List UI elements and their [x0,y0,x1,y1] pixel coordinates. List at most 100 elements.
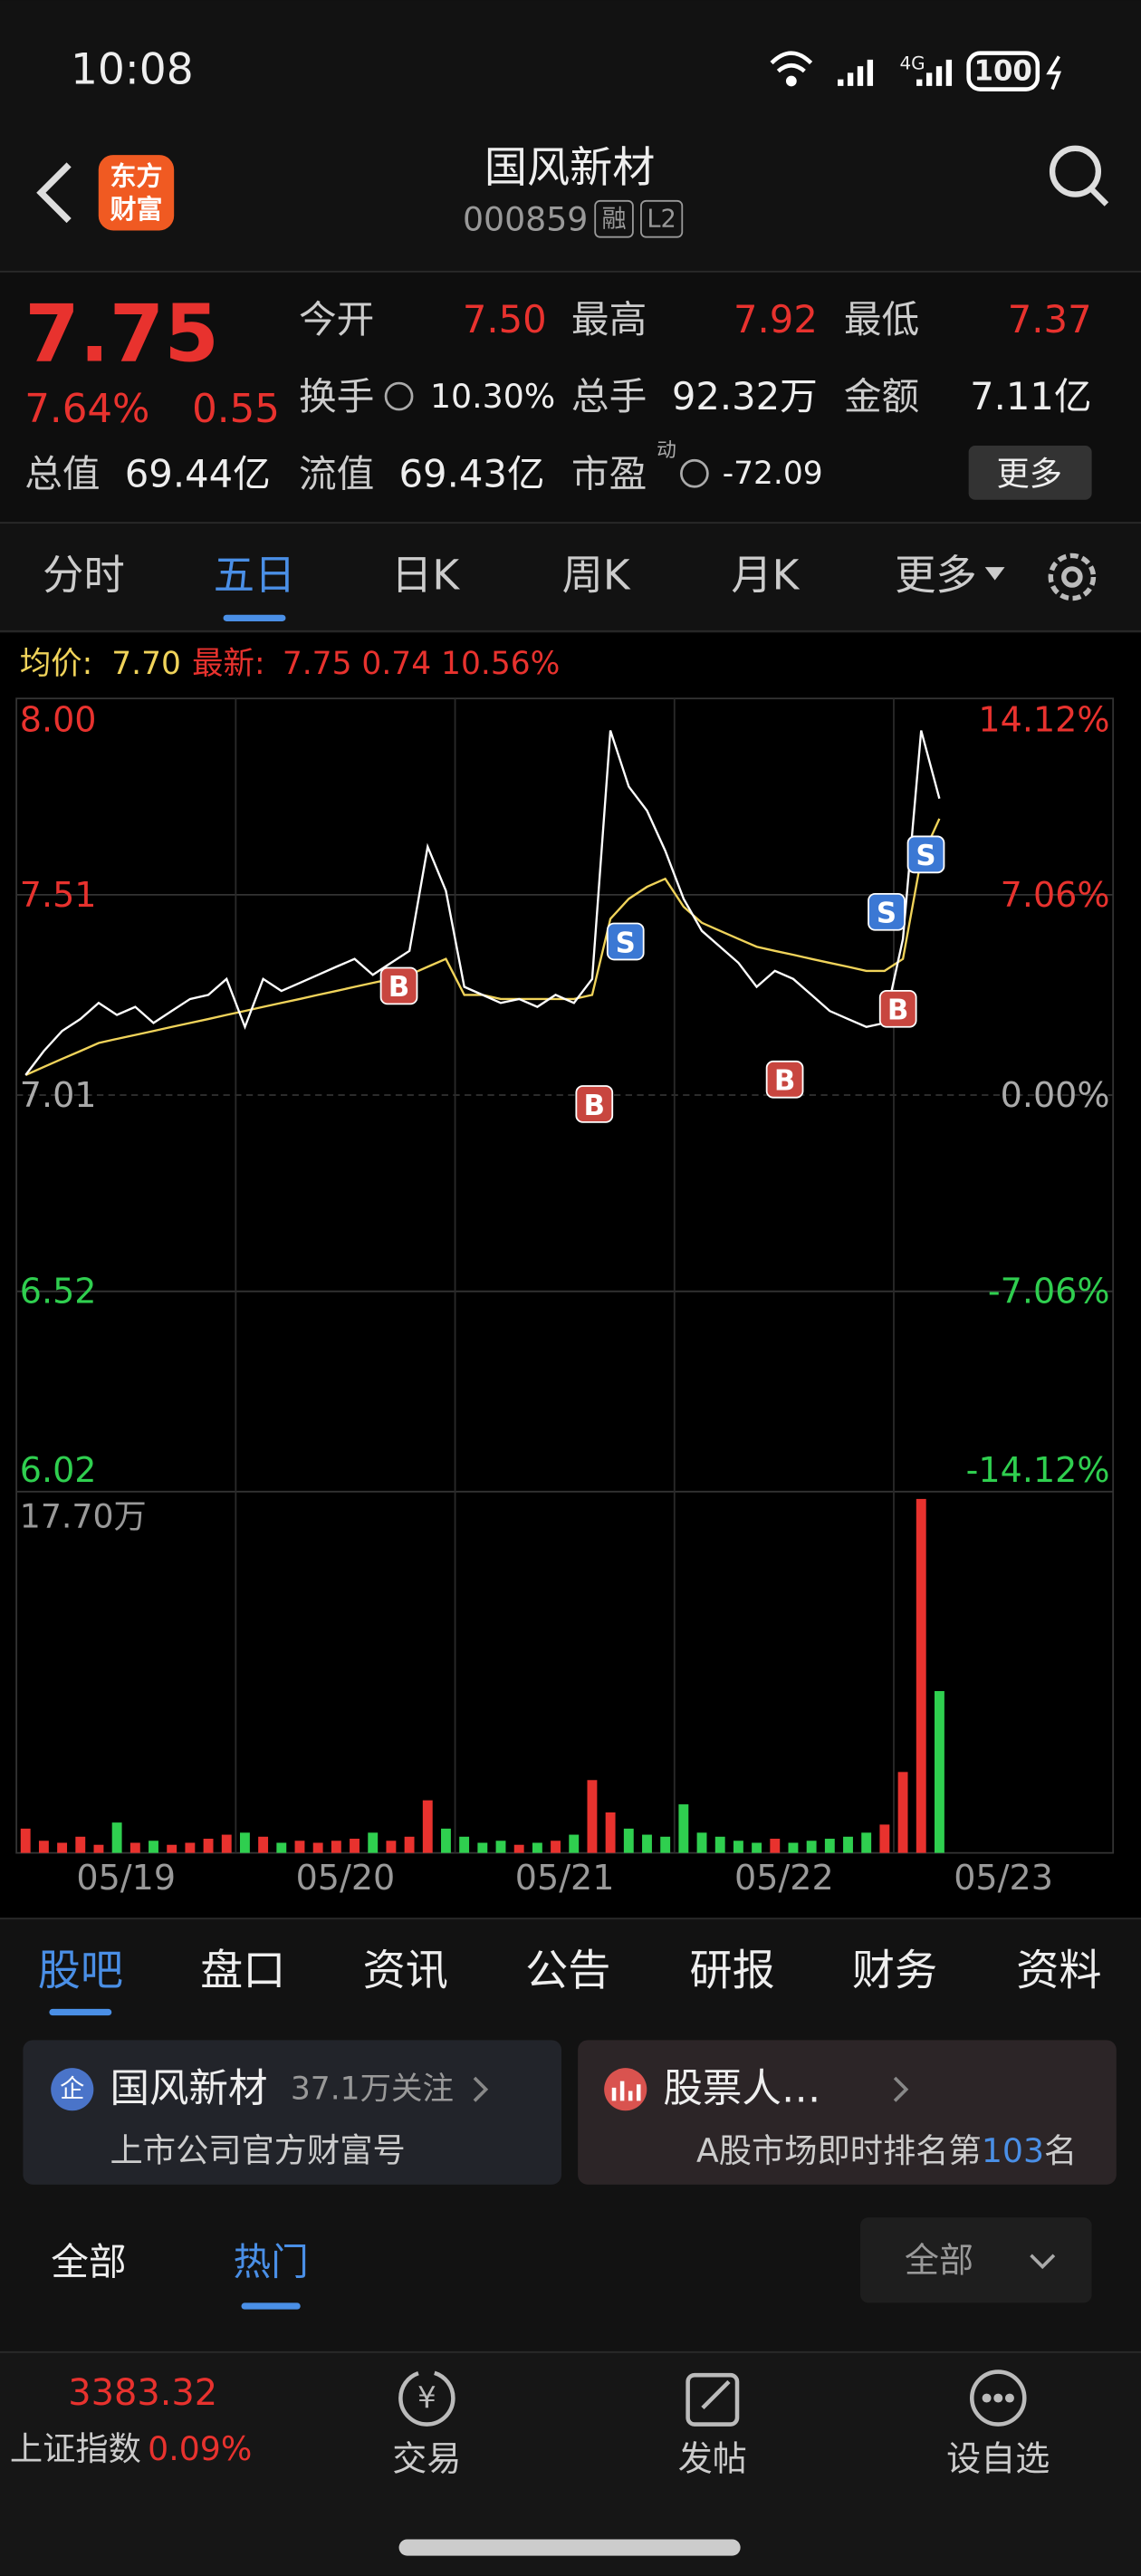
y-tick-label-right: 14.12% [978,700,1109,740]
field-label: 流值 [299,451,374,495]
info-icon [680,458,709,488]
trade-marker-text: S [877,898,896,930]
settings-button[interactable] [1048,553,1097,601]
search-button[interactable] [1049,145,1109,207]
trade-marker [575,1085,614,1123]
volume-bar [714,1836,725,1853]
volume-bar [660,1836,671,1853]
volume-bar [386,1841,397,1853]
tab[interactable]: 月K [731,552,800,600]
trade-marker-text: B [774,1065,796,1098]
more-button[interactable] [968,445,1092,500]
volume-bar [770,1839,781,1853]
tab[interactable]: 周K [562,552,631,600]
y-tick-label-right: 7.06% [1001,875,1110,915]
app-logo[interactable] [98,155,175,231]
home-indicator [398,2539,741,2556]
tab[interactable]: 分时 [43,552,125,600]
trade-marker [606,922,645,961]
section-tab[interactable]: 财务 [852,1946,937,1996]
field-value: 10.30% [430,377,555,416]
volume-bar [459,1836,470,1853]
volume-bar [57,1842,68,1853]
tab-underline [49,2008,112,2016]
volume-bar [149,1841,158,1853]
volume-bar [20,1828,31,1853]
volume-bar [642,1834,652,1853]
card-title: 股票人… [663,2067,820,2112]
volume-bar [38,1841,49,1853]
badge [640,199,684,238]
legend-label: 均价: [20,646,92,682]
field-label: 市盈 [571,451,647,495]
volume-bar [276,1842,287,1853]
volume-bar [495,1841,506,1853]
tab[interactable]: 更多 [895,552,977,600]
logo-text: 财富 [110,194,162,225]
tab[interactable]: 日K [391,552,460,600]
card[interactable] [578,2040,1117,2185]
y-tick-label: 6.52 [20,1272,97,1312]
trade-marker [379,966,418,1005]
card-icon [51,2068,94,2111]
volume-bar [239,1832,250,1853]
volume-bar [350,1839,360,1853]
tab-underline [241,2302,301,2310]
card[interactable] [23,2040,562,2185]
field-value: 92.32万 [672,374,818,418]
section-tab[interactable]: 资讯 [363,1946,448,1996]
volume-bar [623,1828,634,1853]
dropdown-arrow [984,567,1005,581]
volume-bar [477,1842,488,1853]
legend-value: 7.75 0.74 10.56% [283,646,561,682]
legend-label: 最新: [192,646,264,682]
section-tab[interactable]: 研报 [689,1946,774,1996]
card-subtitle: 上市公司官方财富号 [110,2130,405,2169]
section-tab[interactable]: 资料 [1016,1946,1101,1996]
trade-marker [765,1060,804,1099]
quote-panel [0,271,1141,524]
trade-marker [906,835,945,874]
volume-bar [129,1842,140,1853]
y-tick-label-right: 0.00% [1001,1075,1110,1115]
nav-label[interactable]: 交易 [392,2439,461,2479]
volume-bar [916,1498,926,1853]
back-button[interactable] [36,162,72,224]
field-value: 7.92 [734,297,818,341]
volume-bar [258,1836,269,1853]
card-title: 国风新材 [110,2067,267,2112]
badge [594,199,634,238]
more-button-text: 更多 [996,454,1062,493]
section-tab[interactable]: 公告 [525,1946,610,1996]
nav-label[interactable]: 发帖 [678,2439,747,2479]
volume-bar [368,1832,379,1853]
volume-bar [824,1839,835,1853]
filter-tab[interactable]: 全部 [51,2240,126,2284]
y-tick-label: 7.01 [20,1075,97,1115]
field-value: 69.44亿 [125,451,271,495]
volume-bar [404,1836,415,1853]
x-tick-label: 05/23 [954,1858,1053,1898]
section-tab[interactable]: 盘口 [200,1946,285,1996]
status-icons [770,51,1062,91]
bottom-bar [0,2351,1141,2576]
trade-marker-text: S [916,840,935,872]
card-followers: 37.1万关注 [291,2071,454,2108]
price-line [24,730,941,1076]
volume-max-label: 17.70万 [20,1497,147,1536]
dropdown[interactable] [859,2217,1092,2303]
volume-bar [93,1844,104,1853]
field-value: 69.43亿 [399,451,545,495]
y-tick-label: 8.00 [20,700,97,740]
nav-label[interactable]: 设自选 [946,2439,1050,2479]
section-tab[interactable]: 股吧 [38,1946,123,1996]
filter-tab[interactable]: 热门 [233,2240,308,2284]
card-icon-glyph [611,2081,641,2101]
volume-bar [551,1841,561,1853]
volume-bar [111,1822,122,1853]
field-label: 最低 [844,297,919,341]
change: 0.55 [192,387,280,432]
tab[interactable]: 五日 [214,552,296,600]
volume-bar [587,1780,598,1853]
volume-bar [788,1842,799,1853]
